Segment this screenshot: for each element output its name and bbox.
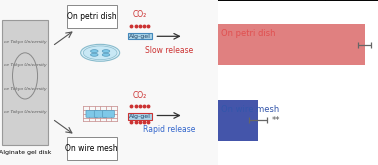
Text: Alg-gel: Alg-gel bbox=[129, 114, 151, 119]
FancyBboxPatch shape bbox=[67, 137, 117, 160]
Text: ce Tokyo University: ce Tokyo University bbox=[4, 40, 46, 44]
FancyBboxPatch shape bbox=[94, 110, 106, 117]
Text: ce Tokyo University: ce Tokyo University bbox=[4, 87, 46, 91]
FancyBboxPatch shape bbox=[103, 110, 114, 117]
Text: On petri dish: On petri dish bbox=[67, 12, 117, 21]
Text: On wire mesh: On wire mesh bbox=[220, 105, 279, 114]
Ellipse shape bbox=[102, 50, 110, 53]
Ellipse shape bbox=[102, 53, 110, 56]
Ellipse shape bbox=[91, 53, 98, 56]
FancyBboxPatch shape bbox=[67, 5, 117, 28]
Text: ce Tokyo University: ce Tokyo University bbox=[4, 64, 46, 67]
FancyBboxPatch shape bbox=[218, 24, 365, 65]
Text: **: ** bbox=[271, 116, 280, 125]
Text: CO₂: CO₂ bbox=[133, 91, 147, 100]
Ellipse shape bbox=[83, 46, 117, 60]
FancyBboxPatch shape bbox=[218, 100, 258, 141]
Text: On petri dish: On petri dish bbox=[220, 29, 275, 38]
Text: ce Tokyo University: ce Tokyo University bbox=[4, 110, 46, 114]
FancyBboxPatch shape bbox=[86, 110, 98, 117]
FancyBboxPatch shape bbox=[128, 113, 152, 120]
Text: Rapid release: Rapid release bbox=[143, 125, 195, 134]
Text: Slow release: Slow release bbox=[145, 46, 193, 55]
Text: Alg-gel: Alg-gel bbox=[129, 34, 151, 39]
Text: On wire mesh: On wire mesh bbox=[65, 144, 118, 153]
FancyBboxPatch shape bbox=[128, 33, 152, 39]
Text: Alginate gel disk: Alginate gel disk bbox=[0, 150, 51, 155]
FancyBboxPatch shape bbox=[2, 20, 48, 145]
Text: CO₂: CO₂ bbox=[133, 10, 147, 19]
Ellipse shape bbox=[91, 50, 98, 53]
Ellipse shape bbox=[81, 44, 120, 61]
